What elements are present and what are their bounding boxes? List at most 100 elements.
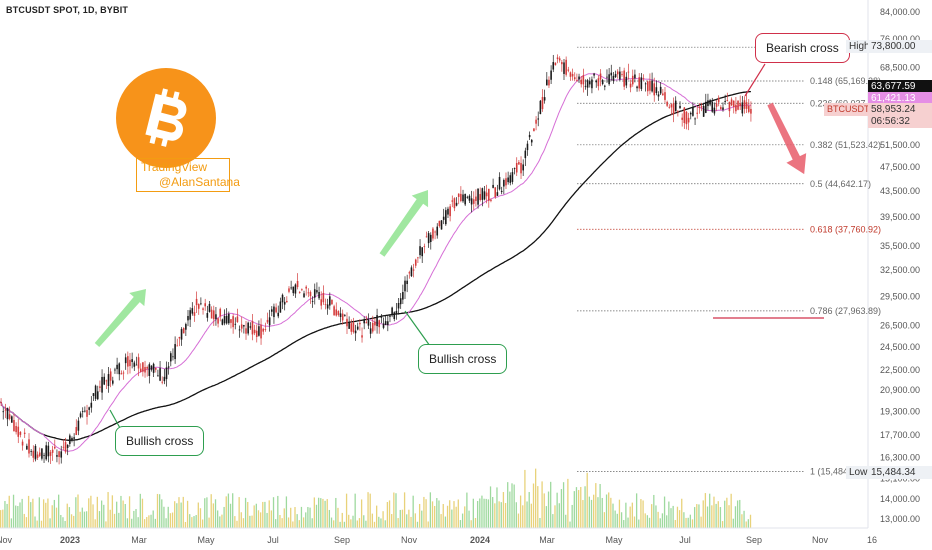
volume-bar bbox=[193, 516, 195, 528]
candle-body bbox=[62, 446, 65, 448]
volume-bar bbox=[577, 490, 580, 528]
volume-bar bbox=[146, 517, 148, 528]
candle-body bbox=[638, 77, 640, 89]
volume-bar bbox=[156, 493, 159, 528]
candle-body bbox=[101, 376, 103, 393]
volume-bar bbox=[739, 499, 741, 528]
volume-bar bbox=[584, 486, 586, 528]
volume-bar bbox=[608, 492, 610, 528]
candle-body bbox=[683, 107, 686, 123]
volume-bar bbox=[328, 509, 331, 528]
volume-bar bbox=[279, 514, 281, 528]
volume-bar bbox=[275, 519, 277, 528]
candle-body bbox=[488, 188, 490, 201]
volume-bar bbox=[360, 499, 363, 528]
candle-body bbox=[503, 179, 505, 187]
volume-bar bbox=[262, 501, 264, 528]
volume-bar bbox=[736, 500, 739, 528]
volume-bar bbox=[382, 511, 384, 528]
candle-body bbox=[344, 315, 346, 316]
candle-body bbox=[279, 301, 282, 313]
candle-body bbox=[483, 191, 486, 200]
volume-bar bbox=[457, 499, 459, 528]
candle-body bbox=[558, 58, 561, 61]
candle-body bbox=[154, 367, 157, 370]
volume-bar bbox=[625, 502, 627, 528]
candle-body bbox=[578, 76, 580, 80]
volume-bar bbox=[485, 498, 487, 528]
y-tick-label: 47,500.00 bbox=[880, 162, 920, 172]
volume-bar bbox=[661, 513, 664, 528]
volume-bar bbox=[277, 495, 279, 528]
candle-body bbox=[399, 298, 402, 305]
candle-body bbox=[348, 321, 350, 329]
candle-body bbox=[6, 407, 9, 420]
candle-body bbox=[60, 451, 63, 458]
candle-body bbox=[417, 257, 419, 259]
candle-body bbox=[573, 77, 576, 80]
candle-body bbox=[715, 103, 718, 107]
y-tick-label: 35,500.00 bbox=[880, 241, 920, 251]
volume-bar bbox=[85, 511, 88, 528]
volume-bar bbox=[270, 510, 273, 528]
candle-body bbox=[582, 75, 585, 85]
volume-bar bbox=[436, 498, 438, 528]
volume-bar bbox=[446, 505, 449, 528]
candle-body bbox=[193, 312, 196, 316]
candle-body bbox=[421, 247, 423, 257]
volume-bar bbox=[646, 515, 649, 528]
volume-bar bbox=[554, 505, 556, 528]
candle-body bbox=[685, 111, 688, 125]
volume-bar bbox=[317, 497, 320, 528]
candle-body bbox=[286, 300, 288, 303]
volume-bar bbox=[163, 506, 165, 528]
volume-bar bbox=[489, 486, 492, 528]
bitcoin-logo-icon bbox=[116, 68, 216, 168]
candle-body bbox=[700, 106, 703, 108]
low-value-tag: 15,484.34 bbox=[868, 466, 932, 479]
volume-bar bbox=[335, 497, 337, 528]
candle-body bbox=[262, 328, 264, 332]
candle-body bbox=[294, 284, 297, 294]
candle-body bbox=[288, 288, 290, 292]
candle-body bbox=[11, 416, 13, 423]
candle-body bbox=[270, 309, 273, 312]
candle-body bbox=[705, 101, 707, 113]
volume-bar bbox=[49, 518, 51, 528]
candle-body bbox=[277, 312, 280, 317]
candle-body bbox=[21, 441, 24, 446]
volume-bar bbox=[66, 503, 68, 528]
y-tick-label: 39,500.00 bbox=[880, 212, 920, 222]
volume-bar bbox=[42, 499, 45, 528]
volume-bar bbox=[468, 510, 470, 528]
volume-bar bbox=[642, 500, 644, 528]
volume-bar bbox=[614, 510, 616, 528]
volume-bar bbox=[528, 492, 530, 528]
volume-bar bbox=[81, 507, 83, 528]
candle-body bbox=[88, 407, 90, 410]
volume-bar bbox=[143, 519, 146, 528]
candles bbox=[0, 54, 752, 465]
volume-bar bbox=[38, 497, 40, 528]
volume-bar bbox=[466, 492, 468, 528]
volume-bar bbox=[373, 521, 376, 528]
candle-body bbox=[451, 200, 454, 202]
volume-bar bbox=[629, 506, 631, 528]
candle-body bbox=[679, 105, 681, 109]
volume-bar bbox=[696, 504, 698, 528]
candle-body bbox=[268, 317, 271, 326]
candle-body bbox=[178, 336, 181, 339]
candle-body bbox=[43, 454, 45, 456]
volume-bar bbox=[496, 487, 498, 528]
candle-body bbox=[408, 272, 411, 274]
volume-bar bbox=[369, 493, 371, 528]
volume-bars bbox=[0, 468, 752, 528]
fib-level-label: 0.786 (27,963.89) bbox=[810, 306, 881, 316]
volume-bar bbox=[517, 513, 520, 528]
volume-bar bbox=[713, 496, 715, 528]
candle-body bbox=[103, 376, 106, 385]
volume-bar bbox=[640, 499, 642, 528]
candle-body bbox=[320, 299, 323, 306]
candle-body bbox=[485, 192, 488, 197]
candle-body bbox=[116, 364, 118, 370]
